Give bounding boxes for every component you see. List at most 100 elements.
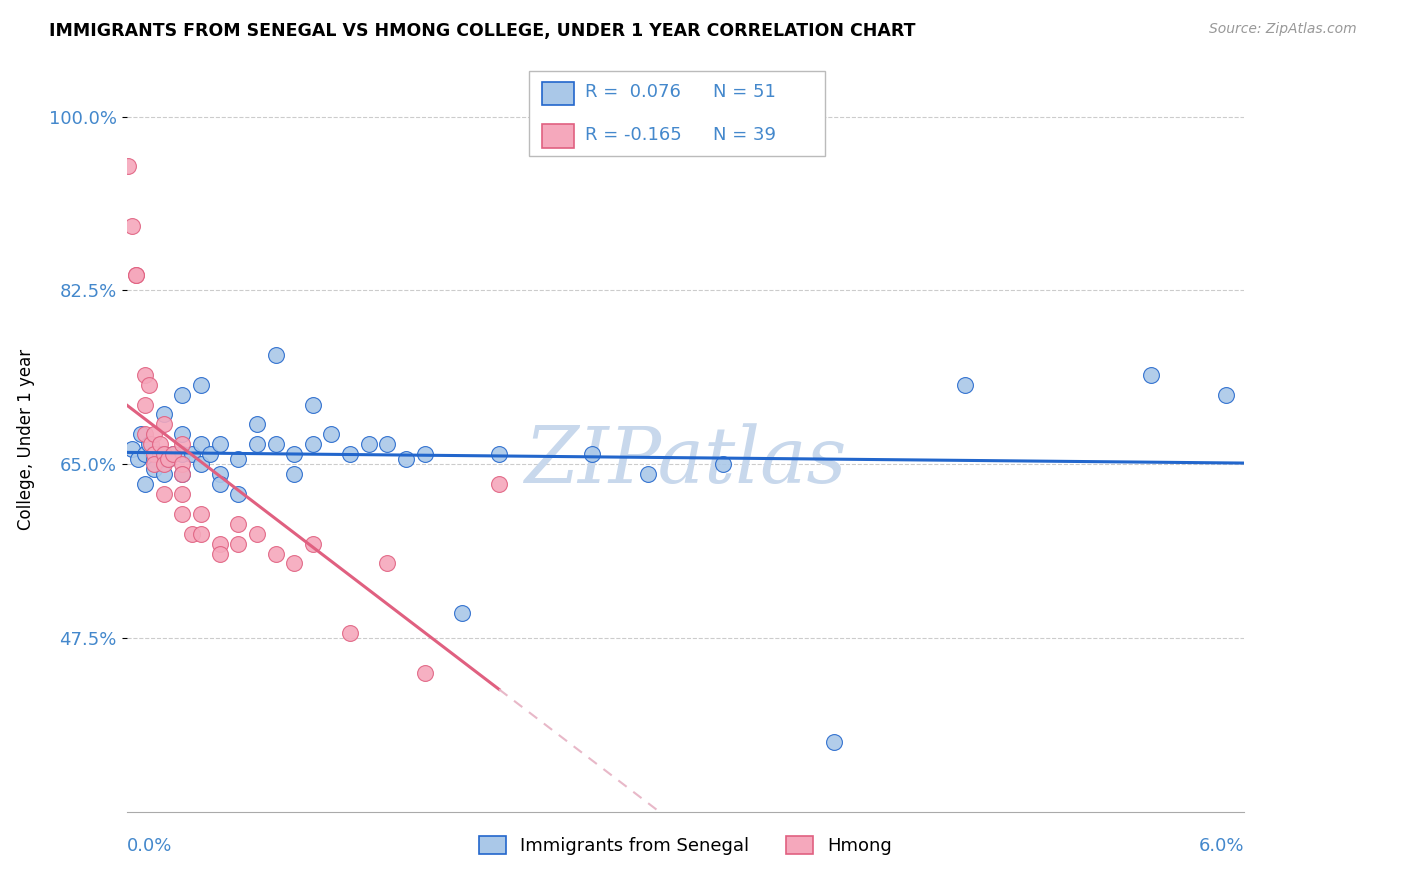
Point — [264, 348, 287, 362]
Point — [246, 417, 269, 432]
Text: R =  0.076: R = 0.076 — [585, 83, 681, 101]
Point — [375, 437, 399, 451]
Point — [143, 452, 166, 467]
Point — [152, 408, 174, 422]
Point — [302, 536, 325, 550]
Text: IMMIGRANTS FROM SENEGAL VS HMONG COLLEGE, UNDER 1 YEAR CORRELATION CHART: IMMIGRANTS FROM SENEGAL VS HMONG COLLEGE… — [49, 22, 915, 40]
Point — [488, 447, 510, 461]
FancyBboxPatch shape — [529, 70, 825, 156]
Point — [172, 447, 194, 461]
Text: R = -0.165: R = -0.165 — [585, 126, 682, 144]
Point — [172, 467, 194, 481]
Point — [143, 457, 166, 471]
Point — [138, 437, 160, 451]
Point — [143, 462, 166, 476]
Text: ZIPatlas: ZIPatlas — [524, 424, 846, 500]
Y-axis label: College, Under 1 year: College, Under 1 year — [17, 349, 35, 530]
Point — [156, 452, 179, 467]
Point — [152, 447, 174, 461]
Point — [1140, 368, 1163, 382]
Point — [283, 557, 305, 571]
Point — [149, 447, 172, 461]
Point — [125, 268, 148, 283]
Point — [488, 477, 510, 491]
Point — [208, 467, 231, 481]
Point — [208, 536, 231, 550]
Point — [121, 442, 143, 457]
Point — [117, 159, 139, 173]
Point — [264, 437, 287, 451]
Point — [134, 477, 156, 491]
Legend: Immigrants from Senegal, Hmong: Immigrants from Senegal, Hmong — [471, 829, 900, 863]
Point — [152, 487, 174, 501]
Text: N = 39: N = 39 — [713, 126, 776, 144]
Point — [190, 377, 212, 392]
Point — [180, 526, 202, 541]
Point — [283, 447, 305, 461]
Point — [134, 368, 156, 382]
Point — [450, 606, 472, 620]
Point — [121, 219, 143, 233]
Point — [246, 526, 269, 541]
Point — [228, 487, 250, 501]
Point — [953, 377, 976, 392]
Point — [283, 467, 305, 481]
Point — [190, 526, 212, 541]
Point — [162, 447, 184, 461]
Point — [172, 487, 194, 501]
Point — [190, 507, 212, 521]
Point — [581, 447, 603, 461]
Text: N = 51: N = 51 — [713, 83, 776, 101]
Point — [339, 447, 361, 461]
Point — [152, 417, 174, 432]
Point — [357, 437, 380, 451]
Point — [200, 447, 222, 461]
Text: 0.0%: 0.0% — [127, 837, 172, 855]
Point — [208, 477, 231, 491]
Point — [143, 427, 166, 442]
Point — [172, 457, 194, 471]
Point — [264, 547, 287, 561]
Point — [321, 427, 343, 442]
Point — [180, 447, 202, 461]
Point — [823, 735, 845, 749]
Point — [131, 427, 153, 442]
FancyBboxPatch shape — [543, 125, 574, 148]
Point — [152, 467, 174, 481]
Point — [134, 447, 156, 461]
Point — [172, 507, 194, 521]
Point — [190, 457, 212, 471]
Point — [228, 452, 250, 467]
Text: 6.0%: 6.0% — [1199, 837, 1244, 855]
Point — [138, 377, 160, 392]
Point — [711, 457, 734, 471]
Point — [228, 536, 250, 550]
Point — [139, 437, 162, 451]
Point — [162, 447, 184, 461]
Point — [1215, 387, 1237, 401]
Point — [395, 452, 418, 467]
Point — [208, 437, 231, 451]
Point — [302, 398, 325, 412]
Point — [152, 457, 174, 471]
Point — [208, 547, 231, 561]
Point — [149, 437, 172, 451]
Point — [143, 447, 166, 461]
Point — [172, 437, 194, 451]
Point — [413, 665, 436, 680]
Point — [339, 626, 361, 640]
Point — [152, 447, 174, 461]
Point — [228, 516, 250, 531]
Point — [302, 437, 325, 451]
Point — [134, 398, 156, 412]
FancyBboxPatch shape — [543, 81, 574, 105]
Point — [134, 427, 156, 442]
Point — [125, 268, 148, 283]
Point — [172, 387, 194, 401]
Point — [246, 437, 269, 451]
Point — [190, 437, 212, 451]
Point — [375, 557, 399, 571]
Point — [156, 452, 179, 467]
Point — [127, 452, 149, 467]
Text: Source: ZipAtlas.com: Source: ZipAtlas.com — [1209, 22, 1357, 37]
